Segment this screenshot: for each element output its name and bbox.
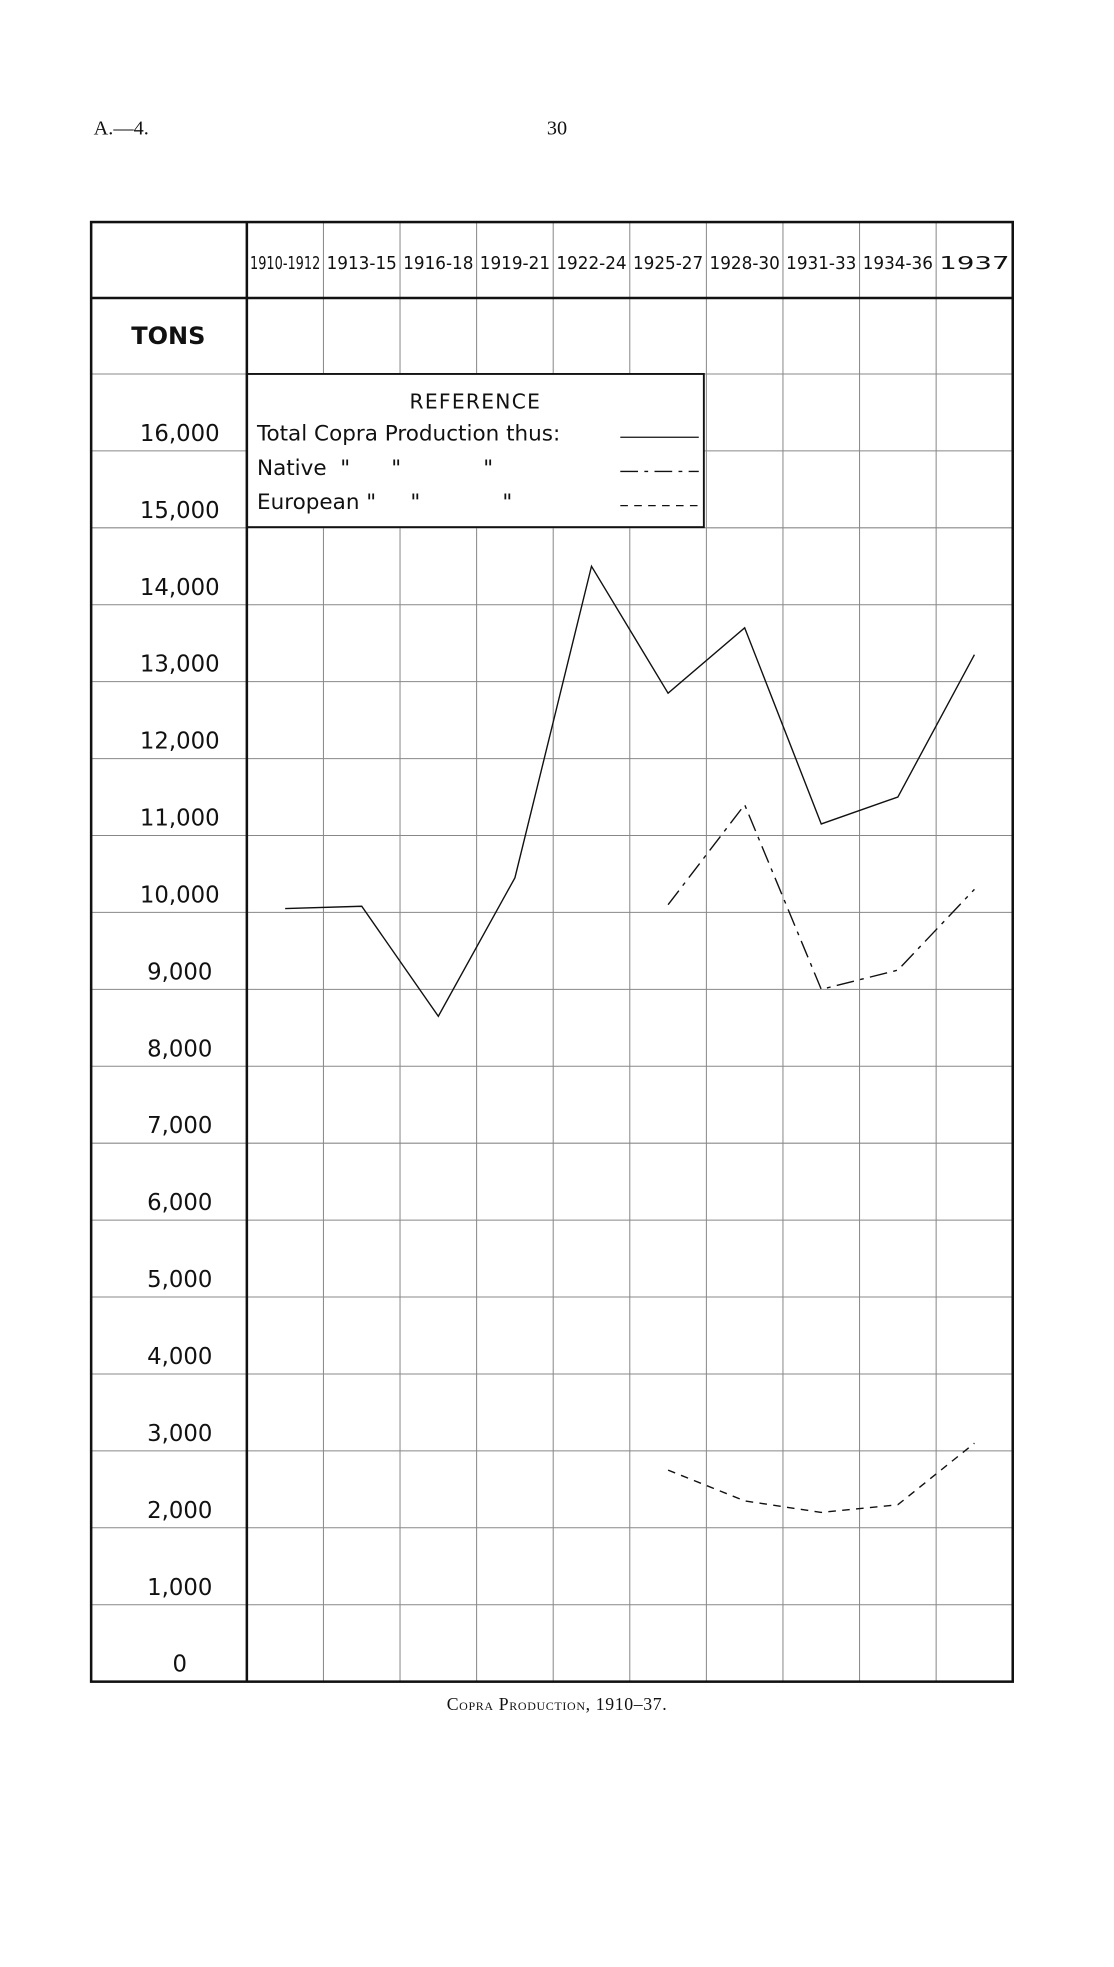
x-tick-label: 1931-33: [786, 254, 856, 274]
y-tick-label: 1,000: [147, 1575, 212, 1601]
y-tick-label: 14,000: [140, 575, 220, 601]
y-tick-label: 5,000: [147, 1267, 212, 1293]
page-number: 30: [547, 117, 567, 139]
frame: [89, 220, 1014, 1683]
header-left: A.—4.: [94, 117, 149, 139]
legend-label: Total Copra Production thus:: [256, 422, 560, 447]
legend-title: REFERENCE: [410, 390, 542, 414]
y-tick-label: 11,000: [140, 806, 220, 832]
y-tick-label: 2,000: [147, 1498, 212, 1524]
caption: Copra Production, 1910–37.: [447, 1694, 668, 1714]
legend-box: [245, 373, 705, 529]
x-tick-label: 1916-18: [403, 254, 473, 274]
y-tick-label: 3,000: [147, 1421, 212, 1447]
x-tick-label: 1922-24: [556, 254, 626, 274]
x-tick-label: 1928-30: [710, 254, 780, 274]
y-tick-label: 0: [173, 1652, 187, 1678]
series-line: [667, 803, 975, 991]
y-tick-label: 10,000: [140, 882, 220, 908]
y-tick-label: 6,000: [147, 1190, 212, 1216]
y-tick-label: 4,000: [147, 1344, 212, 1370]
x-tick-label: 1937: [939, 254, 1009, 274]
series-line: [285, 564, 976, 1018]
x-tick-label: 1913-15: [327, 254, 397, 274]
legend-label: European " " ": [257, 490, 512, 515]
y-tick-label: 8,000: [147, 1036, 212, 1062]
x-tick-label: 1919-21: [480, 254, 550, 274]
y-tick-label: 7,000: [147, 1113, 212, 1139]
y-tick-label: 13,000: [140, 652, 220, 678]
x-tick-label: 1910-1912: [250, 254, 320, 274]
series-line: [667, 1442, 975, 1514]
y-tick-label: 15,000: [140, 498, 220, 524]
y-tick-label: 16,000: [140, 421, 220, 447]
chart: 0 1,000 2,000 3,000 4,000 5,000 6,000 7,000 8,00…: [89, 220, 1014, 1683]
x-tick-label: 1934-36: [863, 254, 933, 274]
y-tick-label: 12,000: [140, 729, 220, 755]
x-tick-label: 1925-27: [633, 254, 703, 274]
y-axis-label: TONS: [131, 322, 205, 350]
y-tick-label: 9,000: [147, 959, 212, 985]
legend-label: Native " " ": [257, 456, 493, 481]
